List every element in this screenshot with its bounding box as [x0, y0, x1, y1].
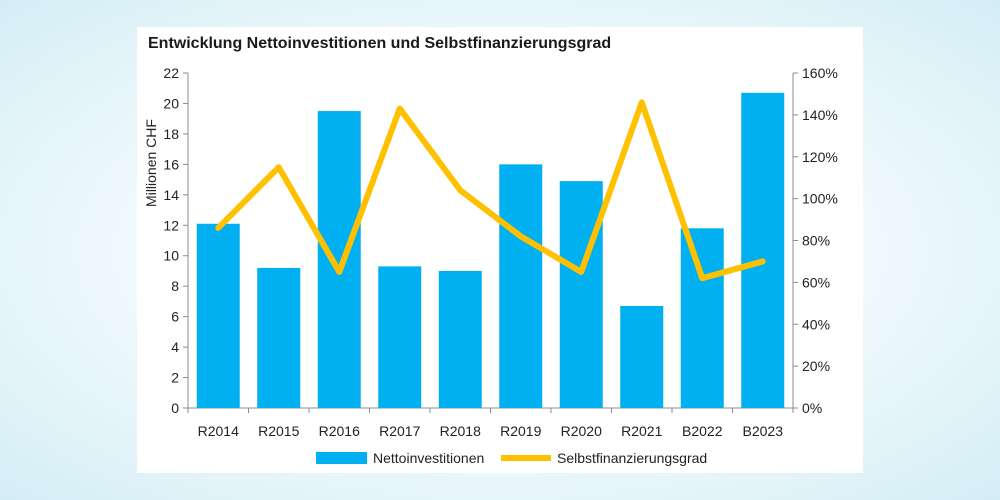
y-tick-label: 12 [163, 217, 179, 233]
bar [741, 92, 785, 408]
y-tick-label: 16 [163, 156, 179, 172]
x-tick-label: R2016 [319, 423, 360, 439]
y2-tick-label: 80% [802, 233, 830, 249]
y-tick-label: 6 [171, 309, 179, 325]
bar [196, 223, 240, 408]
x-tick-label: R2018 [440, 423, 481, 439]
bar [620, 305, 664, 408]
x-tick-label: R2017 [379, 423, 420, 439]
y-tick-label: 22 [163, 65, 179, 81]
x-tick-label: R2014 [198, 423, 239, 439]
x-tick-label: B2023 [743, 423, 784, 439]
bar [378, 266, 422, 408]
bar [257, 267, 301, 408]
y-tick-label: 4 [171, 339, 179, 355]
x-tick-label: R2020 [561, 423, 602, 439]
y2-tick-label: 40% [802, 316, 830, 332]
y2-tick-label: 120% [802, 149, 838, 165]
bar [559, 181, 603, 408]
bar [499, 164, 543, 408]
chart-title: Entwicklung Nettoinvestitionen und Selbs… [148, 35, 612, 52]
y-tick-label: 2 [171, 370, 179, 386]
y-axis-title: Millionen CHF [143, 119, 159, 207]
x-tick-label: R2015 [258, 423, 299, 439]
y2-tick-label: 60% [802, 274, 830, 290]
legend-label-bar: Nettoinvestitionen [373, 450, 484, 466]
y-tick-label: 0 [171, 400, 179, 416]
legend-swatch-bar [316, 452, 367, 464]
x-tick-label: R2021 [621, 423, 662, 439]
y2-tick-label: 20% [802, 358, 830, 374]
bar [438, 270, 482, 408]
bar [680, 228, 724, 408]
chart-card: Entwicklung Nettoinvestitionen und Selbs… [137, 27, 863, 473]
combo-chart: 0 2 4 6 8 10 12 14 16 18 20 22 0% 20% 40% 60% 80% 100% 120… [143, 65, 838, 466]
y-tick-label: 14 [163, 187, 179, 203]
line-series [215, 99, 766, 282]
y2-tick-label: 100% [802, 191, 838, 207]
y2-tick-label: 0% [802, 400, 822, 416]
y-tick-label: 8 [171, 278, 179, 294]
y-tick-label: 10 [163, 248, 179, 264]
legend-label-line: Selbstfinanzierungsgrad [557, 450, 707, 466]
y2-tick-label: 160% [802, 65, 838, 81]
x-tick-label: R2019 [500, 423, 541, 439]
y-tick-label: 20 [163, 95, 179, 111]
bar [317, 111, 361, 409]
x-tick-label: B2022 [682, 423, 723, 439]
y2-tick-label: 140% [802, 107, 838, 123]
y-tick-label: 18 [163, 126, 179, 142]
